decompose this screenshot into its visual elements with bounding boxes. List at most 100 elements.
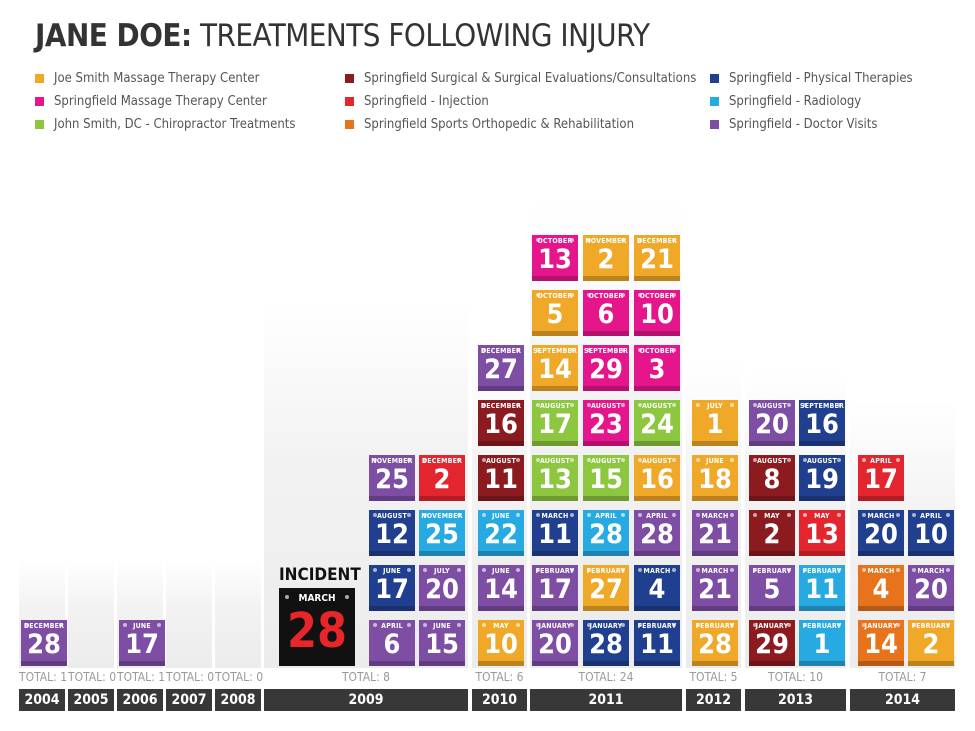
- treatment-tile: MAY 2: [749, 510, 795, 556]
- treatment-tile: SEPTEMBER 16: [799, 400, 845, 446]
- tile-day: 20: [755, 409, 789, 440]
- treatment-tile: AUGUST 8: [749, 455, 795, 501]
- tile-month: JUNE: [433, 622, 451, 630]
- tile-day: 11: [538, 519, 572, 550]
- year-total-2011: TOTAL: 24: [578, 670, 634, 684]
- treatment-tile: FEBRUARY 5: [749, 565, 795, 611]
- treatment-tile: AUGUST 12: [369, 510, 415, 556]
- treatment-tile: JANUARY 28: [583, 620, 629, 666]
- treatment-tile: OCTOBER 6: [583, 290, 629, 336]
- tile-day: 15: [589, 464, 623, 495]
- year-total-2005: TOTAL: 0: [68, 670, 117, 684]
- incident-month: MARCH: [298, 593, 336, 604]
- tile-month: NOVEMBER: [421, 512, 463, 520]
- legend-swatch: [35, 120, 44, 129]
- tile-day: 17: [538, 574, 572, 605]
- tile-month: FEBRUARY: [695, 622, 735, 630]
- treatment-tile: MARCH 11: [532, 510, 578, 556]
- tile-day: 20: [538, 629, 572, 660]
- tile-month: MAY: [814, 512, 830, 520]
- tile-month: FEBRUARY: [911, 622, 951, 630]
- tile-day: 1: [706, 409, 724, 440]
- tile-month: APRIL: [920, 512, 942, 520]
- legend-label: Springfield Sports Orthopedic & Rehabili…: [364, 117, 634, 132]
- treatment-tile: AUGUST 15: [583, 455, 629, 501]
- tile-month: OCTOBER: [588, 292, 624, 300]
- treatment-tile: AUGUST 24: [634, 400, 680, 446]
- legend-label: John Smith, DC - Chiropractor Treatments: [54, 117, 296, 132]
- treatment-tile: OCTOBER 3: [634, 345, 680, 391]
- tile-day: 10: [914, 519, 948, 550]
- tile-month: DECEMBER: [23, 622, 65, 630]
- treatment-tile: NOVEMBER 25: [369, 455, 415, 501]
- legend-label: Springfield - Doctor Visits: [729, 117, 878, 132]
- treatment-tile: FEBRUARY 2: [908, 620, 954, 666]
- legend-label: Springfield - Injection: [364, 94, 489, 109]
- treatment-tile: DECEMBER 21: [634, 235, 680, 281]
- tile-day: 17: [538, 409, 572, 440]
- tile-day: 5: [763, 574, 781, 605]
- treatment-tile: MARCH 20: [858, 510, 904, 556]
- tile-day: 13: [805, 519, 839, 550]
- tile-day: 13: [538, 244, 572, 275]
- tile-month: FEBRUARY: [752, 567, 792, 575]
- tile-month: DECEMBER: [636, 237, 678, 245]
- tile-day: 25: [375, 464, 409, 495]
- tile-month: AUGUST: [641, 402, 673, 410]
- tile-month: OCTOBER: [639, 347, 675, 355]
- tile-day: 4: [872, 574, 890, 605]
- tile-day: 2: [597, 244, 615, 275]
- treatment-tile: AUGUST 19: [799, 455, 845, 501]
- treatment-tile: FEBRUARY 11: [799, 565, 845, 611]
- treatment-tile: AUGUST 16: [634, 455, 680, 501]
- treatment-tile: FEBRUARY 1: [799, 620, 845, 666]
- tile-day: 14: [538, 354, 572, 385]
- treatment-tile: JUNE 17: [119, 620, 165, 666]
- incident-label: INCIDENT: [279, 565, 361, 585]
- tile-month: JUNE: [492, 512, 510, 520]
- tile-month: MARCH: [867, 512, 895, 520]
- tile-day: 17: [864, 464, 898, 495]
- tile-day: 12: [375, 519, 409, 550]
- tile-month: SEPTEMBER: [532, 347, 578, 355]
- treatment-tile: MAY 13: [799, 510, 845, 556]
- year-total-2012: TOTAL: 5: [689, 670, 738, 684]
- treatment-tile: JANUARY 20: [532, 620, 578, 666]
- tile-day: 29: [755, 629, 789, 660]
- tile-day: 13: [538, 464, 572, 495]
- tile-day: 20: [425, 574, 459, 605]
- year-label-2007: 2007: [166, 689, 212, 711]
- tile-month: AUGUST: [590, 457, 622, 465]
- year-total-2013: TOTAL: 10: [768, 670, 823, 684]
- treatment-tile: MARCH 20: [908, 565, 954, 611]
- treatment-tile: DECEMBER 27: [478, 345, 524, 391]
- year-label-2006: 2006: [117, 689, 163, 711]
- treatment-tile: JUNE 22: [478, 510, 524, 556]
- year-total-2014: TOTAL: 7: [878, 670, 927, 684]
- tile-month: DECEMBER: [480, 402, 522, 410]
- tile-day: 5: [546, 299, 564, 330]
- tile-day: 14: [484, 574, 518, 605]
- treatment-tile: JUNE 17: [369, 565, 415, 611]
- treatment-tile: AUGUST 20: [749, 400, 795, 446]
- tile-day: 28: [27, 629, 61, 660]
- treatment-tile: JUNE 15: [419, 620, 465, 666]
- legend-swatch: [710, 97, 719, 106]
- tile-day: 11: [805, 574, 839, 605]
- treatment-tile: OCTOBER 13: [532, 235, 578, 281]
- tile-day: 21: [698, 519, 732, 550]
- legend-label: Springfield Massage Therapy Center: [54, 94, 267, 109]
- tile-day: 29: [589, 354, 623, 385]
- tile-month: APRIL: [646, 512, 668, 520]
- treatment-tile: APRIL 17: [858, 455, 904, 501]
- treatment-tile: MARCH 21: [692, 565, 738, 611]
- treatment-tile: AUGUST 13: [532, 455, 578, 501]
- treatment-tile: AUGUST 23: [583, 400, 629, 446]
- tile-month: MAY: [493, 622, 509, 630]
- treatment-tile: APRIL 6: [369, 620, 415, 666]
- tile-month: AUGUST: [806, 457, 838, 465]
- tile-day: 16: [484, 409, 518, 440]
- treatment-tile: JANUARY 29: [749, 620, 795, 666]
- title-name: JANE DOE:: [35, 18, 192, 54]
- tile-day: 27: [484, 354, 518, 385]
